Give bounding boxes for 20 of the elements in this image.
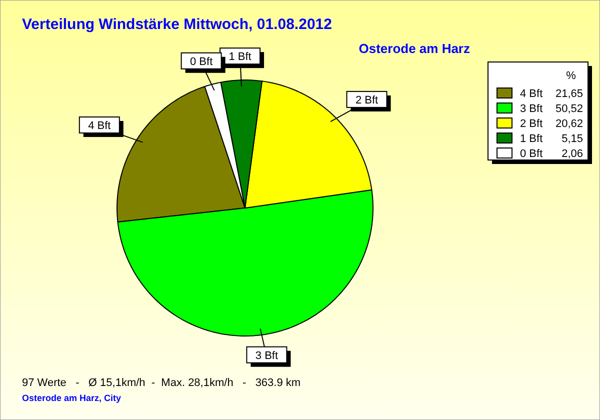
legend-label: 2 Bft: [520, 118, 543, 130]
legend-label: 3 Bft: [520, 103, 543, 115]
data-label: 20,62: [555, 118, 583, 130]
slice-label: 4 Bft: [88, 120, 111, 132]
legend-label: 1 Bft: [520, 133, 543, 145]
text: 97 Werte - Ø 15,1km/h - Max. 28,1km/h - 363.9 km: [22, 377, 301, 389]
legend-title: %: [566, 70, 576, 82]
chart-subtitle: Osterode am Harz: [358, 41, 470, 56]
slice-label: 0 Bft: [190, 56, 213, 68]
slice-label: 2 Bft: [355, 94, 378, 106]
text: Osterode am Harz, City: [22, 393, 122, 403]
legend-label: 0 Bft: [520, 148, 543, 160]
data-label: 50,52: [555, 103, 583, 115]
slice-label: 3 Bft: [255, 350, 278, 362]
chart-title: Verteilung Windstärke Mittwoch, 01.08.2012: [22, 16, 332, 33]
data-label: 2,06: [562, 148, 583, 160]
slice-label: 1 Bft: [228, 51, 252, 64]
legend-label: 4 Bft: [520, 88, 543, 100]
data-label: 21,65: [555, 88, 583, 100]
data-label: 5,15: [562, 133, 583, 145]
